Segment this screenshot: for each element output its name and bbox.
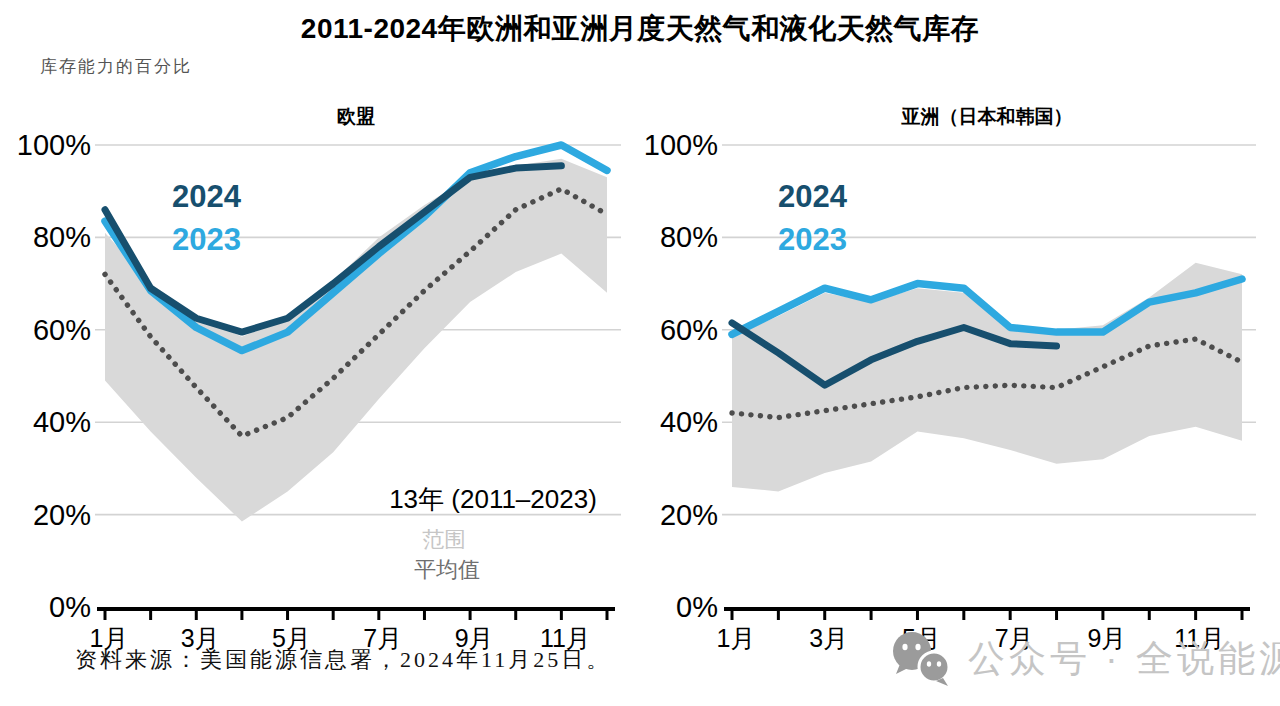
watermark-text: 公众号 · 全说能源 <box>968 634 1280 684</box>
y-tick-label: 80% <box>660 221 718 253</box>
x-tick-label: 1月 <box>717 624 756 652</box>
y-tick-label: 60% <box>660 314 718 346</box>
page-title: 2011-2024年欧洲和亚洲月度天然气和液化天然气库存 <box>0 10 1280 48</box>
annotation-range: 范围 <box>422 527 466 552</box>
y-tick-label: 20% <box>660 499 718 531</box>
annotation-13yr: 13年 (2011–2023) <box>389 484 597 514</box>
annotation-average: 平均值 <box>414 557 480 582</box>
y-tick-label: 20% <box>33 499 91 531</box>
page-subtitle: 库存能力的百分比 <box>40 55 192 78</box>
chart-title: 亚洲（日本和韩国） <box>901 106 1073 127</box>
wechat-bubble-front <box>919 652 949 682</box>
wechat-icon <box>888 630 954 688</box>
y-tick-label: 100% <box>644 129 718 161</box>
legend-2024: 2024 <box>172 179 242 214</box>
source-note: 资料来源：美国能源信息署，2024年11月25日。 <box>75 645 611 675</box>
asia-storage-chart: 1月3月5月7月9月11月0%20%40%60%80%100%亚洲（日本和韩国）… <box>640 95 1280 660</box>
legend-2023: 2023 <box>172 222 241 257</box>
y-tick-label: 0% <box>49 591 91 623</box>
y-tick-label: 40% <box>33 406 91 438</box>
y-tick-label: 40% <box>660 406 718 438</box>
y-tick-label: 80% <box>33 221 91 253</box>
legend-2023: 2023 <box>778 222 847 257</box>
y-tick-label: 100% <box>17 129 91 161</box>
chart-title: 欧盟 <box>337 106 375 127</box>
legend-2024: 2024 <box>778 179 848 214</box>
y-tick-label: 0% <box>676 591 718 623</box>
watermark: 公众号 · 全说能源 <box>888 630 1280 688</box>
page: 2011-2024年欧洲和亚洲月度天然气和液化天然气库存 库存能力的百分比 1月… <box>0 0 1280 706</box>
y-tick-label: 60% <box>33 314 91 346</box>
x-tick-label: 3月 <box>809 624 848 652</box>
eu-storage-chart: 1月3月5月7月9月11月0%20%40%60%80%100%欧盟2024202… <box>0 95 640 660</box>
